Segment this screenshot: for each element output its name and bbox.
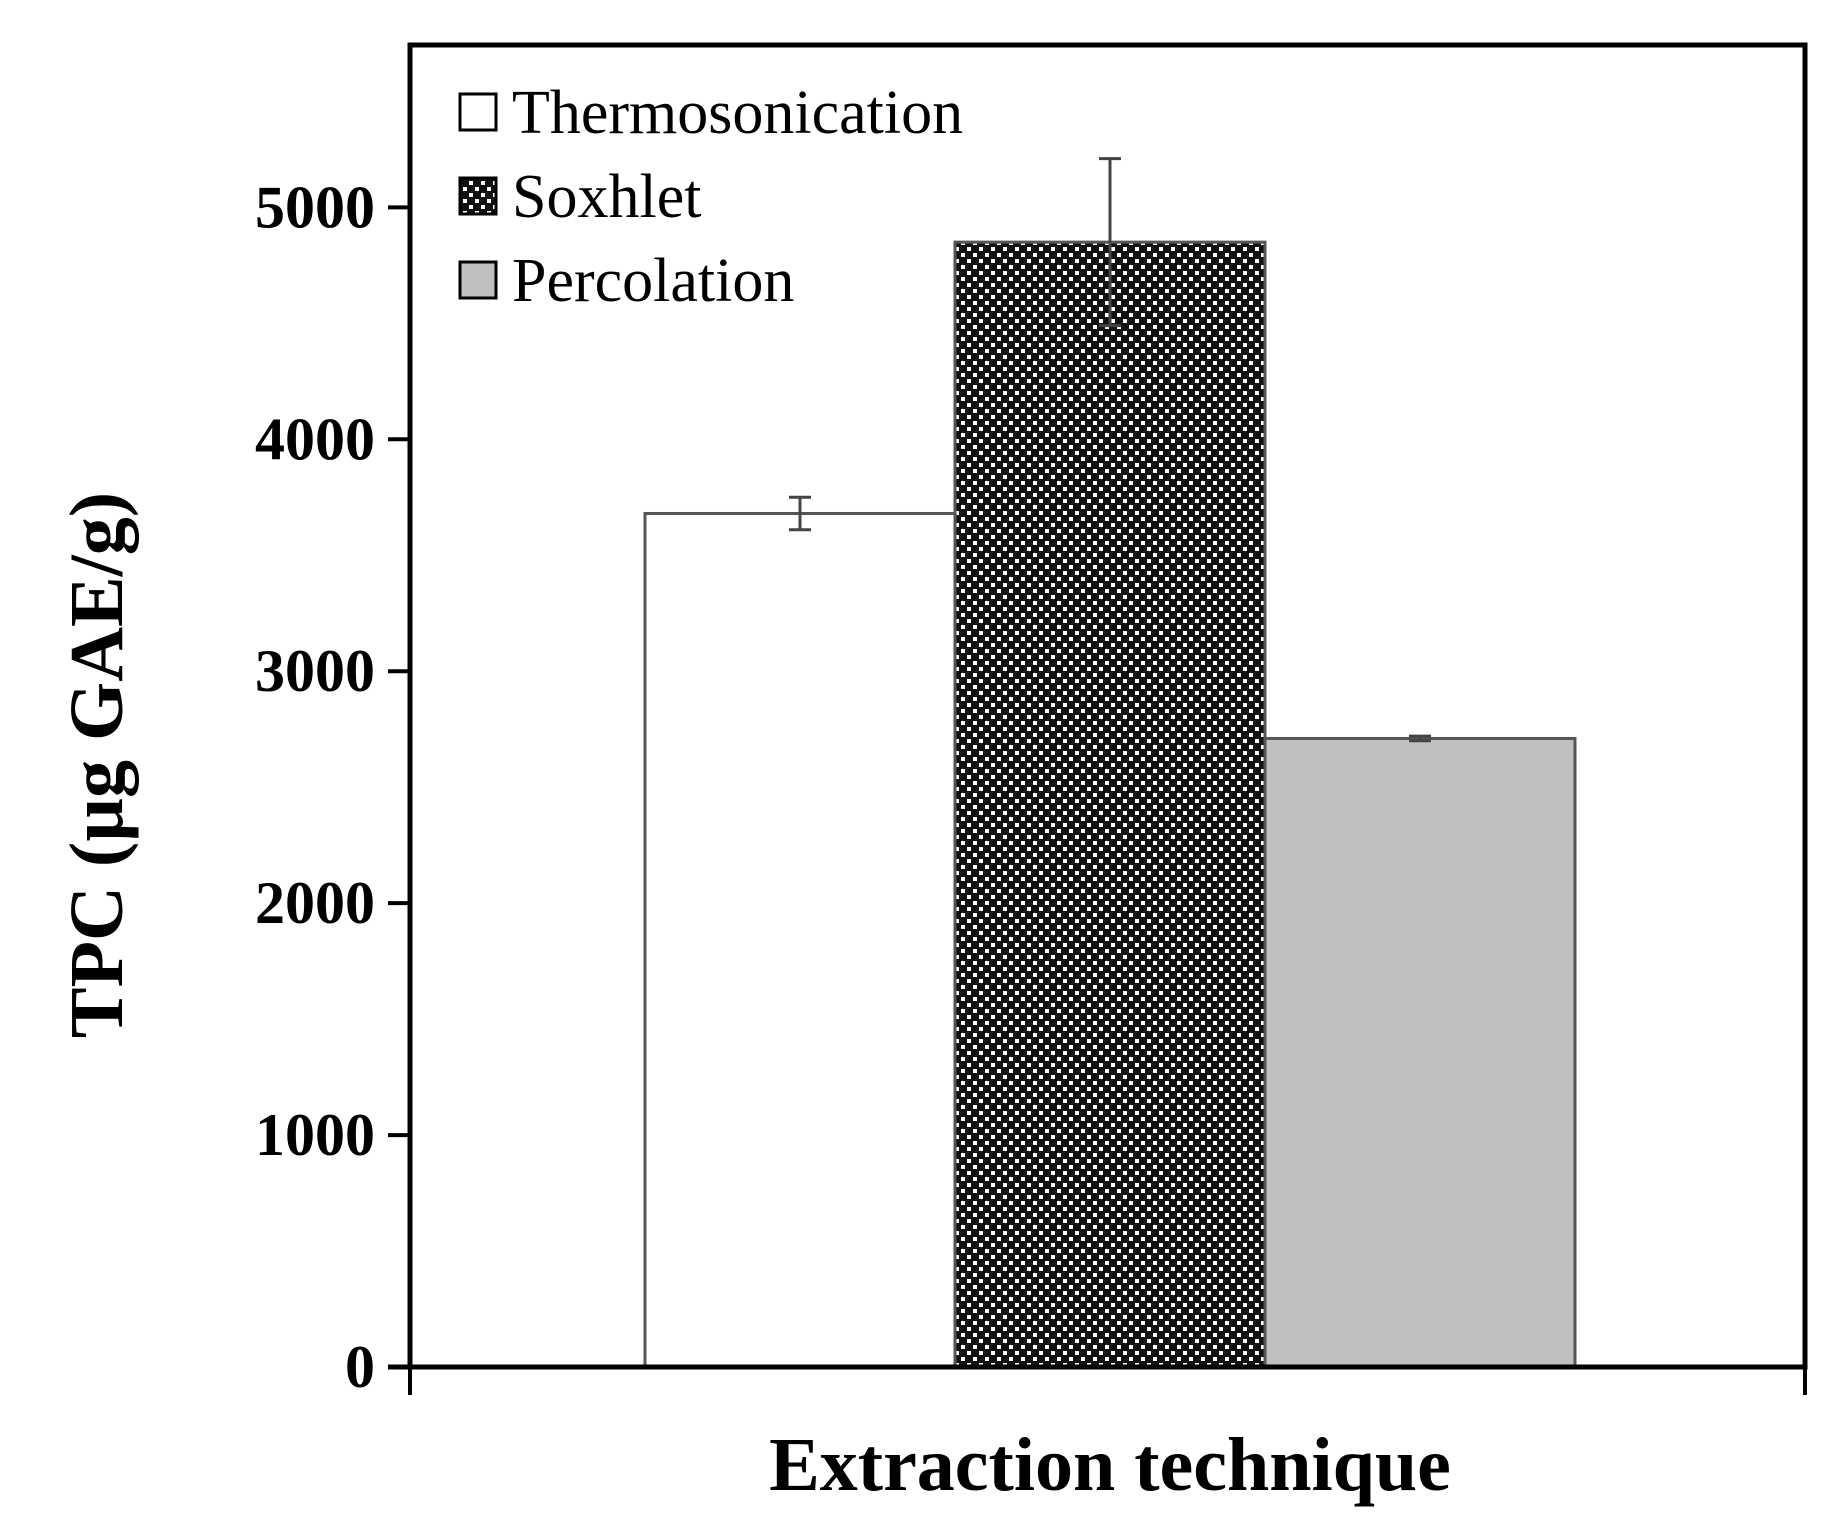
- y-tick-label: 4000: [255, 406, 375, 472]
- y-tick-label: 0: [345, 1334, 375, 1400]
- legend-item-percolation: Percolation: [458, 247, 794, 315]
- error-bar-soxhlet: [1099, 157, 1121, 328]
- bar-soxhlet: [953, 240, 1267, 1369]
- bar-thermosonication: [643, 511, 957, 1369]
- legend-swatch: [458, 92, 498, 132]
- x-axis-title: Extraction technique: [769, 1423, 1451, 1507]
- legend-swatch: [458, 260, 498, 300]
- legend-label: Soxhlet: [512, 163, 701, 231]
- legend-item-soxhlet: Soxhlet: [458, 163, 701, 231]
- bars: [388, 240, 1805, 1370]
- y-tick-label: 3000: [255, 638, 375, 704]
- legend-label: Percolation: [512, 247, 794, 315]
- y-axis-ticks: 0 1000 2000 3000 4000 5000: [255, 174, 1807, 1400]
- y-tick-label: 5000: [255, 174, 375, 240]
- error-bar-percolation: [1409, 734, 1431, 743]
- error-bar-thermosonication: [789, 495, 811, 532]
- y-tick-label: 2000: [255, 870, 375, 936]
- y-axis-title: TPC (µg GAE/g): [55, 492, 139, 1038]
- legend-swatch: [458, 176, 498, 216]
- legend: Thermosonication Soxhlet Percolation: [458, 79, 963, 315]
- legend-item-thermosonication: Thermosonication: [458, 79, 963, 147]
- error-bars: [789, 157, 1431, 743]
- y-tick-label: 1000: [255, 1102, 375, 1168]
- legend-label: Thermosonication: [512, 79, 963, 147]
- bar-percolation: [1263, 736, 1577, 1369]
